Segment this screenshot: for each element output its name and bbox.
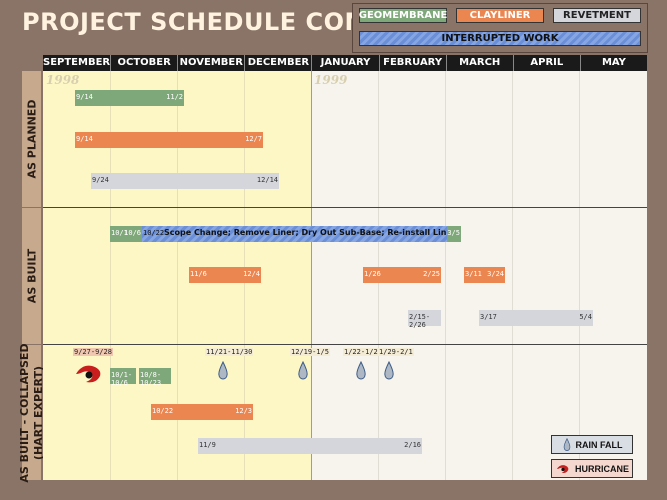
interrupted-work-description: Scope Change; Remove Liner; Dry Out Sub-… bbox=[164, 228, 456, 237]
bar-date-range-label: 10/1-10/6 bbox=[111, 371, 133, 387]
month-label: FEBRUARY bbox=[380, 55, 447, 71]
legend-geomembrane: GEOMEMBRANE bbox=[358, 8, 448, 23]
gridline bbox=[177, 71, 178, 480]
bar-start-label: 3/11 bbox=[465, 270, 482, 278]
raindrop-icon bbox=[297, 360, 309, 386]
legend-clayliner: CLAYLINER bbox=[456, 8, 544, 23]
gridline bbox=[512, 71, 513, 480]
section-divider bbox=[43, 344, 647, 345]
bar-start-label: 10/22 bbox=[152, 407, 174, 415]
legend-hurricane: HURRICANE bbox=[551, 459, 633, 478]
hurricane-date-label: 9/27-9/28 bbox=[73, 348, 113, 356]
bar-start-label: 11/9 bbox=[199, 441, 216, 449]
month-label: JANUARY bbox=[312, 55, 380, 71]
month-label: SEPTEMBER bbox=[43, 55, 112, 71]
legend-rainfall: RAIN FALL bbox=[551, 435, 633, 454]
gantt-chart: 1998 1999 9/14 11/2 9/14 12/7 9/24 12/14… bbox=[43, 71, 647, 480]
rainfall-date-label: 1/29-2/1 bbox=[378, 348, 414, 356]
built-clayliner-bar: 3/11 3/24 bbox=[464, 267, 505, 283]
legend: GEOMEMBRANE CLAYLINER REVETMENT INTERRUP… bbox=[352, 3, 648, 53]
hurricane-icon bbox=[556, 464, 569, 473]
bar-end-label: 2/16 bbox=[404, 441, 421, 449]
rainfall-date-label: 11/21-11/30 bbox=[205, 348, 254, 356]
raindrop-icon bbox=[355, 360, 367, 386]
bar-date-range-label: 10/8-10/23 bbox=[140, 371, 162, 387]
legend-interrupted-work: INTERRUPTED WORK bbox=[359, 31, 641, 46]
bar-end-label: 3/24 bbox=[487, 270, 504, 278]
year-label-1998: 1998 bbox=[46, 73, 80, 87]
year-divider bbox=[311, 71, 312, 480]
section-label-as-planned: AS PLANNED bbox=[22, 71, 41, 207]
bar-end-label: 10/6 bbox=[124, 229, 141, 237]
month-label: OCTOBER bbox=[111, 55, 179, 71]
bar-start-label: 10/22 bbox=[143, 229, 165, 237]
bar-end-label: 12/7 bbox=[245, 135, 262, 143]
bar-date-range-label: 2/15-2/26 bbox=[409, 313, 431, 329]
bar-end-label: 12/14 bbox=[256, 176, 278, 184]
bar-start-label: 10/1 bbox=[111, 229, 128, 237]
month-header: SEPTEMBER OCTOBER NOVEMBER DECEMBER JANU… bbox=[43, 55, 647, 71]
collapsed-geomembrane-bar: 10/1-10/6 bbox=[110, 368, 136, 387]
section-label-as-built: AS BUILT bbox=[22, 208, 41, 344]
built-revetment-bar: 3/17 5/4 bbox=[479, 310, 593, 326]
month-label: APRIL bbox=[514, 55, 581, 71]
planned-geomembrane-bar: 9/14 11/2 bbox=[75, 90, 184, 106]
legend-rainfall-label: RAIN FALL bbox=[575, 439, 623, 450]
bar-end-label: 11/2 bbox=[166, 93, 183, 101]
hurricane-icon bbox=[72, 362, 106, 386]
built-interrupted-work-bar: 10/22 Scope Change; Remove Liner; Dry Ou… bbox=[142, 226, 456, 242]
rainfall-date-label: 1/22-1/25 bbox=[343, 348, 383, 356]
bar-start-label: 9/14 bbox=[76, 135, 93, 143]
collapsed-revetment-bar: 11/9 2/16 bbox=[198, 438, 422, 454]
bar-start-label: 11/6 bbox=[190, 270, 207, 278]
bar-end-label: 2/25 bbox=[423, 270, 440, 278]
bar-start-label: 9/14 bbox=[76, 93, 93, 101]
planned-revetment-bar: 9/24 12/14 bbox=[91, 173, 279, 189]
month-label: DECEMBER bbox=[245, 55, 313, 71]
year-label-1999: 1999 bbox=[314, 73, 348, 87]
legend-hurricane-label: HURRICANE bbox=[575, 463, 629, 474]
bar-end-label: 12/4 bbox=[243, 270, 260, 278]
collapsed-geomembrane-bar: 10/8-10/23 bbox=[139, 368, 171, 387]
bar-end-label: 12/3 bbox=[235, 407, 252, 415]
legend-revetment: REVETMENT bbox=[553, 8, 641, 23]
bar-end-label: 3/5 bbox=[447, 229, 460, 237]
raindrop-icon bbox=[383, 360, 395, 386]
section-label-as-built-collapsed: AS BUILT - COLLAPSED (HART EXPERT) bbox=[17, 342, 45, 483]
built-geomembrane-end-bar: 3/5 bbox=[447, 226, 461, 242]
rainfall-date-label: 12/19-1/5 bbox=[290, 348, 330, 356]
section-divider bbox=[43, 207, 647, 208]
planned-clayliner-bar: 9/14 12/7 bbox=[75, 132, 263, 148]
bar-start-label: 1/26 bbox=[364, 270, 381, 278]
raindrop-icon bbox=[217, 360, 229, 386]
month-label: MAY bbox=[601, 57, 626, 68]
month-label: NOVEMBER bbox=[178, 55, 246, 71]
built-clayliner-bar: 1/26 2/25 bbox=[363, 267, 441, 283]
bar-end-label: 5/4 bbox=[579, 313, 592, 321]
built-revetment-bar: 2/15-2/26 bbox=[408, 310, 441, 329]
gridline bbox=[579, 71, 580, 480]
gridline bbox=[110, 71, 111, 480]
raindrop-icon bbox=[563, 437, 570, 451]
bar-start-label: 9/24 bbox=[92, 176, 109, 184]
bar-start-label: 3/17 bbox=[480, 313, 497, 321]
month-label: MARCH bbox=[447, 55, 514, 71]
built-geomembrane-bar: 10/1 10/6 bbox=[110, 226, 142, 242]
collapsed-clayliner-bar: 10/22 12/3 bbox=[151, 404, 253, 420]
built-clayliner-bar: 11/6 12/4 bbox=[189, 267, 261, 283]
gridline bbox=[445, 71, 446, 480]
